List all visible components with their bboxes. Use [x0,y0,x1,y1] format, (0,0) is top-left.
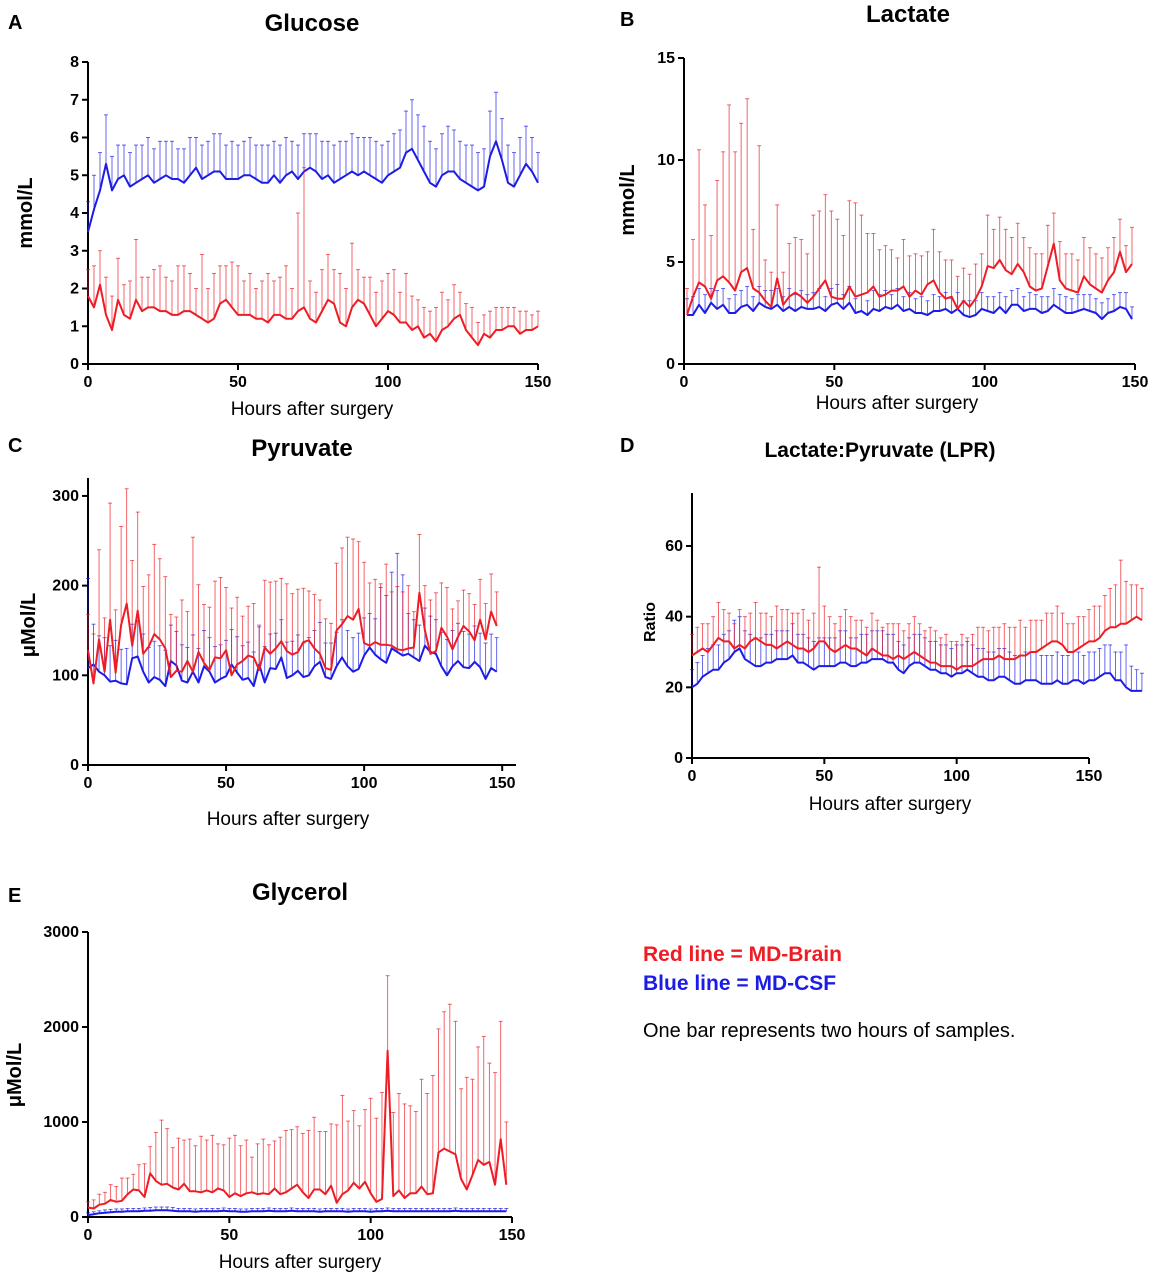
y-tick-label: 4 [70,205,79,222]
panel-letter-c: C [8,435,22,457]
plot-area-pyruvate: 0 100 200 300 0 50 100 150 [52,478,516,792]
y-tick-label: 7 [70,92,79,109]
x-tick-label: 100 [943,768,970,785]
legend-red-label: Red line = MD-Brain [643,943,842,966]
md-brain-line [87,591,498,685]
chart-title-glucose: Glucose [265,10,360,37]
y-axis-label-b: mmol/L [617,164,639,235]
y-tick-label: 2000 [43,1019,79,1036]
x-tick-label: 150 [1076,768,1103,785]
panel-d: D Lactate:Pyruvate (LPR) Ratio Hours aft… [620,435,1144,815]
y-tick-label: 20 [665,679,683,696]
plot-area-glucose: 0 1 2 3 4 5 6 7 8 0 50 100 150 [70,54,551,391]
x-tick-label: 50 [825,374,843,391]
x-tick-label: 100 [375,374,402,391]
x-tick-label: 0 [84,775,93,792]
y-tick-label: 3000 [43,924,79,941]
panel-letter-b: B [620,9,634,31]
x-tick-label: 100 [971,374,998,391]
x-tick-label: 50 [815,768,833,785]
y-tick-label: 10 [657,152,675,169]
panel-letter-e: E [8,885,21,907]
md-csf-line [87,1209,507,1217]
x-tick-label: 0 [84,1227,93,1244]
panel-a: A Glucose mmol/L Hours after surgery 0 1 2… [8,10,551,420]
x-axis-label-c: Hours after surgery [207,809,370,830]
x-tick-label: 150 [499,1227,526,1244]
y-tick-label: 5 [70,167,79,184]
x-tick-label: 50 [229,374,247,391]
x-tick-label: 100 [357,1227,384,1244]
y-tick-label: 15 [657,50,675,67]
plot-area-glycerol: 0 1000 2000 3000 0 50 100 150 [43,924,525,1244]
y-axis-label-c: μMol/L [18,593,40,657]
md-brain-line [686,242,1133,316]
x-tick-label: 50 [217,775,235,792]
y-axis-label-d: Ratio [642,602,659,642]
legend-note: One bar represents two hours of samples. [643,1020,1016,1042]
panel-c: C Pyruvate μMol/L Hours after surgery 0 1… [8,435,516,830]
md-csf-line [687,301,1133,321]
legend: Red line = MD-Brain Blue line = MD-CSF O… [643,940,1143,1043]
x-axis-label-a: Hours after surgery [231,399,394,420]
y-axis-label-a: mmol/L [15,177,37,248]
y-tick-label: 3 [70,243,79,260]
x-axis-label-e: Hours after surgery [219,1252,382,1273]
y-tick-label: 200 [52,578,79,595]
x-tick-label: 0 [84,374,93,391]
x-tick-label: 150 [525,374,552,391]
x-tick-label: 150 [1122,374,1149,391]
md-brain-line [691,615,1143,671]
x-axis-label-b: Hours after surgery [816,393,979,414]
y-tick-label: 0 [70,356,79,373]
chart-title-lactate: Lactate [866,1,950,28]
y-tick-label: 1000 [43,1114,79,1131]
chart-title-lpr: Lactate:Pyruvate (LPR) [764,439,995,462]
md-brain-line [87,1049,508,1210]
legend-blue-label: Blue line = MD-CSF [643,972,837,995]
y-tick-label: 60 [665,538,683,555]
x-tick-label: 150 [489,775,516,792]
x-tick-label: 0 [688,768,697,785]
y-tick-label: 100 [52,667,79,684]
y-tick-label: 1 [70,318,79,335]
y-tick-label: 300 [52,488,79,505]
y-tick-label: 5 [666,254,675,271]
y-axis-label-e: μMol/L [4,1043,26,1107]
panel-letter-a: A [8,12,22,34]
md-csf-line [691,647,1142,692]
chart-title-pyruvate: Pyruvate [251,435,352,462]
chart-title-glycerol: Glycerol [252,879,348,906]
md-brain-line [87,283,539,347]
y-tick-label: 6 [70,130,79,147]
y-tick-label: 2 [70,281,79,298]
panel-b: B Lactate mmol/L Hours after surgery 0 5 1… [617,1,1148,414]
y-tick-label: 40 [665,609,683,626]
panel-e: E Glycerol μMol/L Hours after surgery 0 1… [4,879,525,1273]
md-csf-line [87,140,539,233]
x-tick-label: 100 [351,775,378,792]
y-tick-label: 0 [70,1209,79,1226]
plot-area-lpr: 0 20 40 60 0 50 100 150 [665,493,1144,785]
x-tick-label: 0 [680,374,689,391]
y-tick-label: 0 [70,757,79,774]
x-tick-label: 50 [220,1227,238,1244]
x-axis-label-d: Hours after surgery [809,794,972,815]
panel-letter-d: D [620,435,634,457]
y-tick-label: 8 [70,54,79,71]
y-tick-label: 0 [666,356,675,373]
y-tick-label: 0 [674,750,683,767]
